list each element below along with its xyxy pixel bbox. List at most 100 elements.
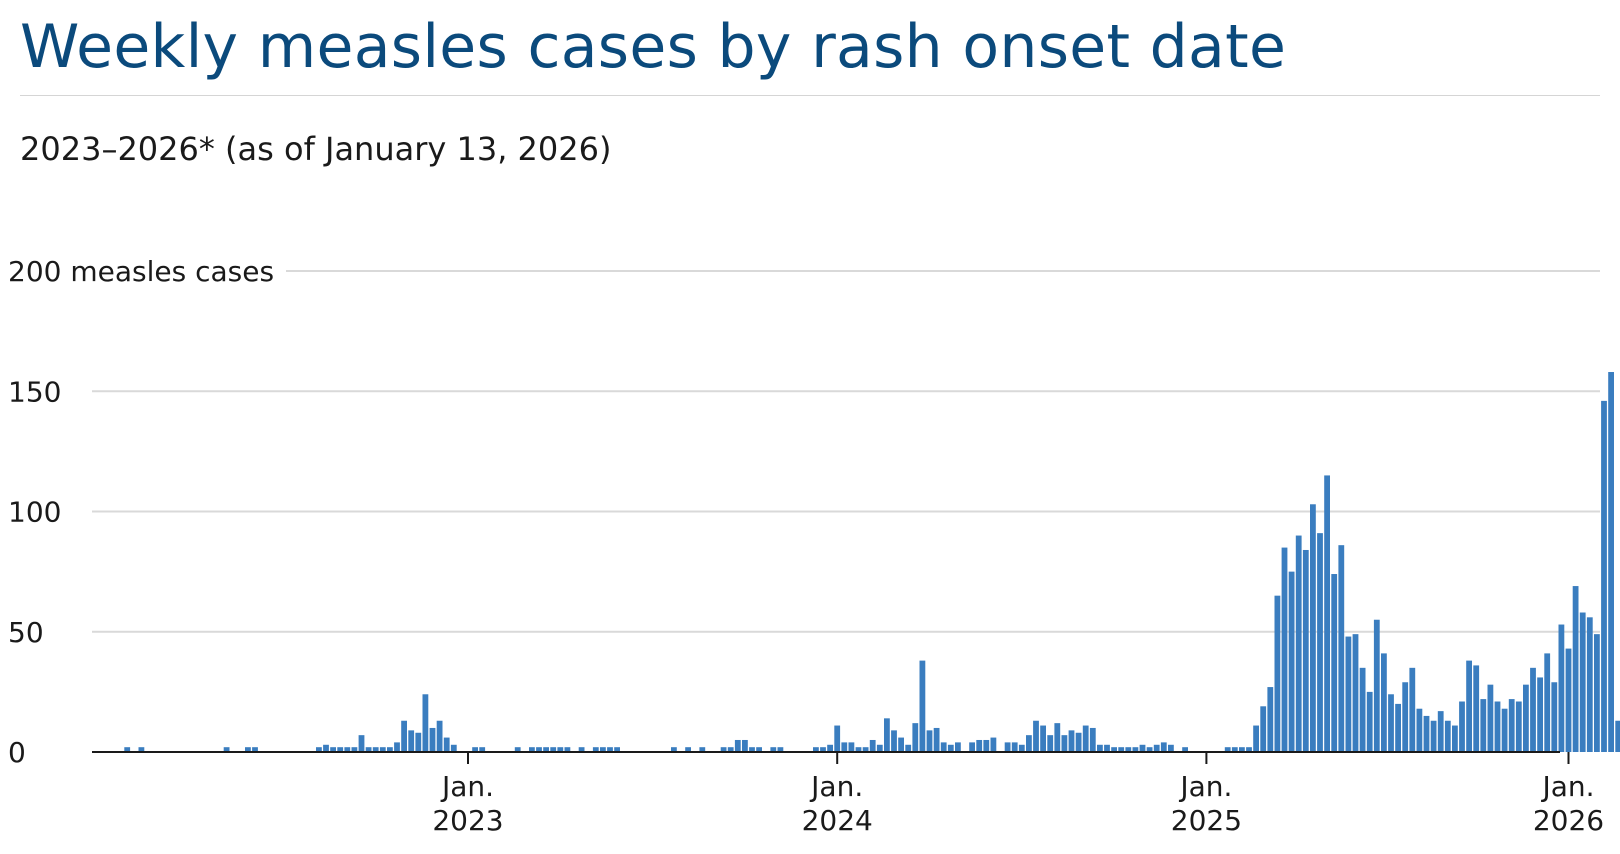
bar <box>1125 747 1132 752</box>
bar <box>351 747 358 752</box>
x-tick-label-year: 2024 <box>802 804 873 837</box>
bar <box>422 694 429 752</box>
bar <box>1224 747 1231 752</box>
bar <box>876 744 883 752</box>
bar <box>947 744 954 752</box>
bar <box>365 747 372 752</box>
bar <box>614 747 620 752</box>
bar <box>1331 574 1338 752</box>
bar <box>862 747 869 752</box>
bar <box>685 747 691 752</box>
bar <box>727 747 734 752</box>
bar <box>976 739 983 752</box>
bar <box>316 747 322 752</box>
bar <box>1537 677 1543 752</box>
bar <box>1395 703 1401 752</box>
bar <box>1111 747 1117 752</box>
bar <box>1253 725 1259 752</box>
bar <box>1061 735 1068 752</box>
bar <box>1097 744 1103 752</box>
bar <box>1452 725 1458 752</box>
bar <box>415 732 422 752</box>
bar <box>600 747 606 752</box>
bar <box>1523 684 1529 752</box>
bar <box>1267 687 1274 752</box>
x-tick-label-month: Jan. <box>1178 770 1232 803</box>
bar <box>394 742 400 752</box>
y-tick-label: 100 <box>8 496 61 529</box>
bar <box>514 747 521 752</box>
bar <box>1018 744 1025 752</box>
bar <box>1139 744 1146 752</box>
bar <box>1231 747 1238 752</box>
bar <box>1459 701 1465 752</box>
bar <box>1444 720 1451 752</box>
bar <box>401 720 407 752</box>
bar <box>245 747 251 752</box>
bar <box>1104 744 1110 752</box>
bar <box>969 742 975 752</box>
bar <box>1466 660 1472 752</box>
x-tick-label-month: Jan. <box>1540 770 1594 803</box>
bar <box>1402 682 1409 752</box>
bar <box>472 747 478 752</box>
bar <box>1473 665 1480 752</box>
bar <box>1423 715 1430 752</box>
bar <box>1487 684 1494 752</box>
y-tick-label: 150 <box>8 375 61 408</box>
bar <box>734 739 741 752</box>
bar <box>408 730 415 752</box>
bar <box>1153 744 1160 752</box>
bar <box>1246 747 1252 752</box>
bar <box>1501 708 1508 752</box>
bar <box>891 730 897 752</box>
x-tick-label-year: 2026 <box>1533 804 1604 837</box>
bar <box>841 742 848 752</box>
bar <box>1572 586 1579 752</box>
bar <box>564 747 571 752</box>
bar <box>330 747 336 752</box>
bar <box>578 747 585 752</box>
bar <box>337 747 344 752</box>
bar <box>1168 744 1174 752</box>
bar <box>1615 720 1620 752</box>
bar <box>1089 727 1096 752</box>
bar <box>1551 682 1558 752</box>
bar <box>1047 735 1054 752</box>
bar <box>124 747 131 752</box>
bar <box>1494 701 1501 752</box>
bar <box>1033 720 1039 752</box>
x-tick-label-year: 2023 <box>432 804 503 837</box>
bar <box>1338 545 1345 752</box>
bar <box>1082 725 1089 752</box>
bar <box>1274 595 1281 752</box>
bar <box>1530 667 1536 752</box>
bar <box>1565 648 1572 752</box>
bar <box>607 747 613 752</box>
bar <box>1409 667 1416 752</box>
bar <box>1381 653 1387 752</box>
bar <box>1054 723 1061 752</box>
bar <box>379 747 386 752</box>
bar <box>1373 619 1380 752</box>
bar <box>138 747 145 752</box>
bar <box>955 742 961 752</box>
bar <box>1508 699 1515 752</box>
bar <box>557 747 564 752</box>
bar <box>749 747 755 752</box>
bar <box>323 744 329 752</box>
bar <box>1480 699 1487 752</box>
bar <box>252 747 258 752</box>
bar <box>848 742 855 752</box>
x-tick-label-month: Jan. <box>440 770 494 803</box>
bar <box>1132 747 1139 752</box>
bar <box>1388 694 1394 752</box>
bar <box>1324 475 1330 752</box>
bar <box>1608 372 1614 752</box>
bar <box>1302 549 1309 752</box>
bar <box>813 747 819 752</box>
bar <box>898 737 904 752</box>
bar <box>387 747 393 752</box>
bar <box>1075 732 1082 752</box>
